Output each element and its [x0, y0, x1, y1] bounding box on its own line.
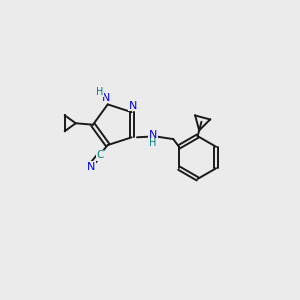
- Text: N: N: [129, 100, 137, 111]
- Text: N: N: [87, 161, 96, 172]
- Text: H: H: [149, 138, 157, 148]
- Text: N: N: [102, 93, 110, 103]
- Text: C: C: [96, 150, 103, 160]
- Text: N: N: [149, 130, 157, 140]
- Text: H: H: [96, 87, 103, 97]
